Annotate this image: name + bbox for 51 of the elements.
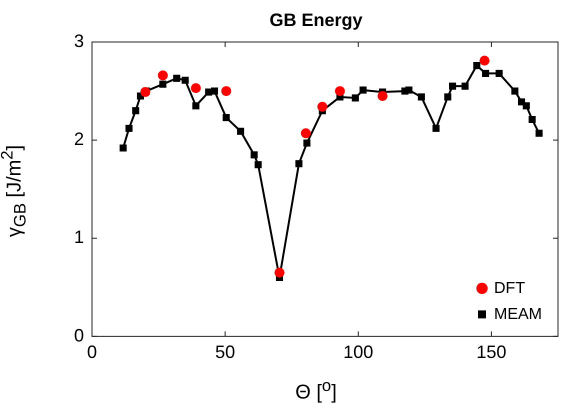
point bbox=[473, 62, 480, 70]
y-tick-label: 1 bbox=[74, 227, 84, 248]
point bbox=[522, 102, 530, 110]
point bbox=[250, 151, 258, 158]
x-tick-label: 0 bbox=[87, 342, 98, 362]
x-tick-label: 50 bbox=[215, 342, 236, 362]
point bbox=[303, 140, 310, 147]
point bbox=[125, 124, 133, 132]
point bbox=[159, 80, 166, 88]
point bbox=[210, 88, 218, 95]
point bbox=[334, 86, 345, 96]
point bbox=[254, 161, 262, 168]
y-tick-label: 3 bbox=[74, 30, 84, 51]
point bbox=[222, 114, 230, 122]
legend-label: DFT bbox=[494, 280, 526, 297]
point bbox=[482, 70, 490, 77]
point bbox=[418, 93, 425, 100]
point bbox=[274, 268, 284, 278]
x-axis-title: Θ [$^{o}$] bbox=[294, 376, 338, 405]
point bbox=[192, 102, 200, 110]
point bbox=[528, 116, 536, 124]
point bbox=[140, 87, 150, 98]
point bbox=[295, 160, 302, 168]
point bbox=[511, 88, 518, 95]
point bbox=[405, 86, 412, 94]
chart-title: GB Energy bbox=[268, 10, 364, 31]
point bbox=[237, 128, 244, 135]
point bbox=[449, 82, 456, 90]
point bbox=[158, 70, 168, 80]
point bbox=[496, 70, 503, 77]
point bbox=[120, 144, 127, 152]
point bbox=[444, 93, 452, 100]
point bbox=[132, 107, 140, 114]
point bbox=[378, 90, 388, 101]
point bbox=[221, 86, 232, 96]
point bbox=[480, 56, 490, 66]
point bbox=[536, 130, 543, 137]
point bbox=[182, 76, 189, 84]
point bbox=[317, 102, 328, 112]
x-tick-label: 150 bbox=[476, 342, 506, 362]
point bbox=[462, 82, 469, 90]
point bbox=[173, 74, 180, 82]
x-tick-label: 100 bbox=[343, 342, 374, 362]
point bbox=[352, 94, 359, 102]
point bbox=[432, 124, 440, 132]
point bbox=[300, 128, 311, 138]
legend-label: MEAM bbox=[494, 306, 542, 323]
point bbox=[360, 86, 367, 94]
y-tick-label: 2 bbox=[74, 129, 84, 150]
point bbox=[190, 83, 201, 94]
y-tick-label: 0 bbox=[74, 325, 84, 346]
